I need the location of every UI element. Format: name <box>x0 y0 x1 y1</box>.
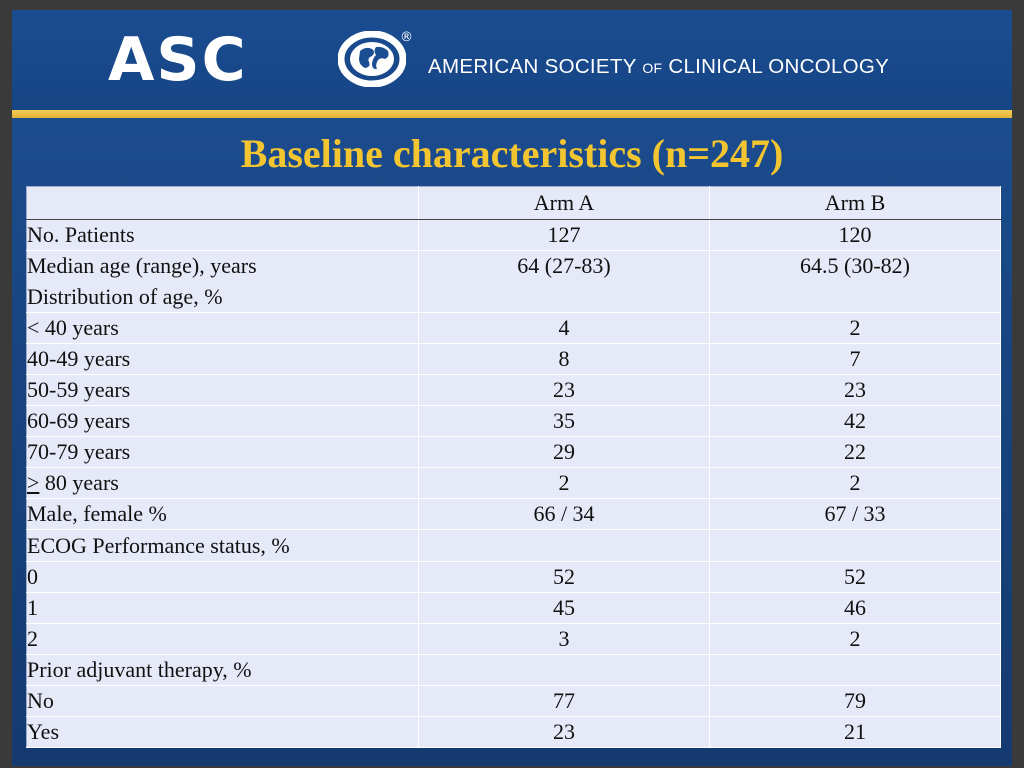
arm-a-value: 3 <box>418 623 710 655</box>
table-header-row: Arm A Arm B <box>26 186 1001 220</box>
arm-b-value: 2 <box>709 623 1001 655</box>
arm-b-value: 46 <box>709 592 1001 624</box>
arm-a-value <box>418 529 710 562</box>
arm-b-value: 120 <box>709 219 1001 252</box>
slide: ASC ® AMERICAN SOCIETY OF CLINICAL ONCOL… <box>12 10 1012 766</box>
header-cell-arm-a: Arm A <box>418 186 710 220</box>
row-label: Yes <box>26 716 419 749</box>
arm-b-value: 7 <box>709 343 1001 376</box>
row-label: Male, female % <box>26 498 419 531</box>
arm-a-value: 45 <box>418 592 710 624</box>
registered-mark: ® <box>400 30 413 45</box>
arm-a-value: 2 <box>418 467 710 500</box>
arm-a-value: 52 <box>418 561 710 593</box>
table-row: Prior adjuvant therapy, % <box>26 654 1001 686</box>
table-row: ECOG Performance status, % <box>26 529 1001 562</box>
asco-logo-text: ASC <box>108 25 248 95</box>
table-row: 60-69 years 35 42 <box>26 405 1001 438</box>
arm-b-value: 42 <box>709 405 1001 438</box>
table-row: 50-59 years 23 23 <box>26 374 1001 407</box>
arm-b-value: 2 <box>709 467 1001 500</box>
table-row: > 80 years 2 2 <box>26 467 1001 500</box>
row-label: > 80 years <box>26 467 419 500</box>
arm-b-value <box>709 654 1001 686</box>
table-row: Median age (range), years Distribution o… <box>26 250 1001 314</box>
row-label: 40-49 years <box>26 343 419 376</box>
table-row: < 40 years 4 2 <box>26 312 1001 345</box>
table-row: No. Patients 127 120 <box>26 219 1001 252</box>
median-age-label: Median age (range), years <box>27 253 257 279</box>
row-label: 50-59 years <box>26 374 419 407</box>
row-label-text: 80 years <box>39 470 119 496</box>
row-label: 70-79 years <box>26 436 419 469</box>
table-row: 40-49 years 8 7 <box>26 343 1001 376</box>
age-distribution-label: Distribution of age, % <box>27 284 223 310</box>
table-row: 0 52 52 <box>26 561 1001 593</box>
organization-name: AMERICAN SOCIETY OF CLINICAL ONCOLOGY <box>428 55 890 78</box>
row-label: No. Patients <box>26 219 419 252</box>
arm-a-value: 64 (27-83) <box>418 250 710 314</box>
row-label: < 40 years <box>26 312 419 345</box>
row-label: 60-69 years <box>26 405 419 438</box>
arm-a-value: 29 <box>418 436 710 469</box>
slide-title: Baseline characteristics (n=247) <box>240 131 784 176</box>
arm-a-value: 23 <box>418 374 710 407</box>
arm-a-value: 23 <box>418 716 710 749</box>
header-cell-empty <box>26 186 419 220</box>
table-row: 2 3 2 <box>26 623 1001 655</box>
globe-icon <box>338 31 406 87</box>
table-row: 70-79 years 29 22 <box>26 436 1001 469</box>
baseline-table: Arm A Arm B No. Patients 127 120 Median … <box>26 186 1001 749</box>
row-label: ECOG Performance status, % <box>26 529 419 562</box>
arm-a-value <box>418 654 710 686</box>
table-row: Male, female % 66 / 34 67 / 33 <box>26 498 1001 531</box>
arm-b-value: 79 <box>709 685 1001 717</box>
header-banner: ASC ® AMERICAN SOCIETY OF CLINICAL ONCOL… <box>12 10 1012 110</box>
table-row: No 77 79 <box>26 685 1001 717</box>
arm-b-value: 52 <box>709 561 1001 593</box>
arm-b-value: 21 <box>709 716 1001 749</box>
arm-b-value: 64.5 (30-82) <box>709 250 1001 314</box>
arm-b-value: 23 <box>709 374 1001 407</box>
accent-bar <box>12 110 1012 118</box>
arm-a-value: 4 <box>418 312 710 345</box>
row-label: Prior adjuvant therapy, % <box>26 654 419 686</box>
arm-a-value: 66 / 34 <box>418 498 710 531</box>
arm-a-value: 35 <box>418 405 710 438</box>
row-label: 1 <box>26 592 419 624</box>
table-row: Yes 23 21 <box>26 716 1001 749</box>
arm-b-value <box>709 529 1001 562</box>
arm-a-value: 127 <box>418 219 710 252</box>
arm-b-value: 22 <box>709 436 1001 469</box>
table-row: 1 45 46 <box>26 592 1001 624</box>
row-label: No <box>26 685 419 717</box>
arm-a-value: 8 <box>418 343 710 376</box>
row-label: 2 <box>26 623 419 655</box>
row-label: 0 <box>26 561 419 593</box>
arm-b-value: 67 / 33 <box>709 498 1001 531</box>
arm-a-value: 77 <box>418 685 710 717</box>
greater-equal-symbol: > <box>27 470 40 496</box>
header-cell-arm-b: Arm B <box>709 186 1001 220</box>
arm-b-value: 2 <box>709 312 1001 345</box>
row-label: Median age (range), years Distribution o… <box>26 250 419 314</box>
